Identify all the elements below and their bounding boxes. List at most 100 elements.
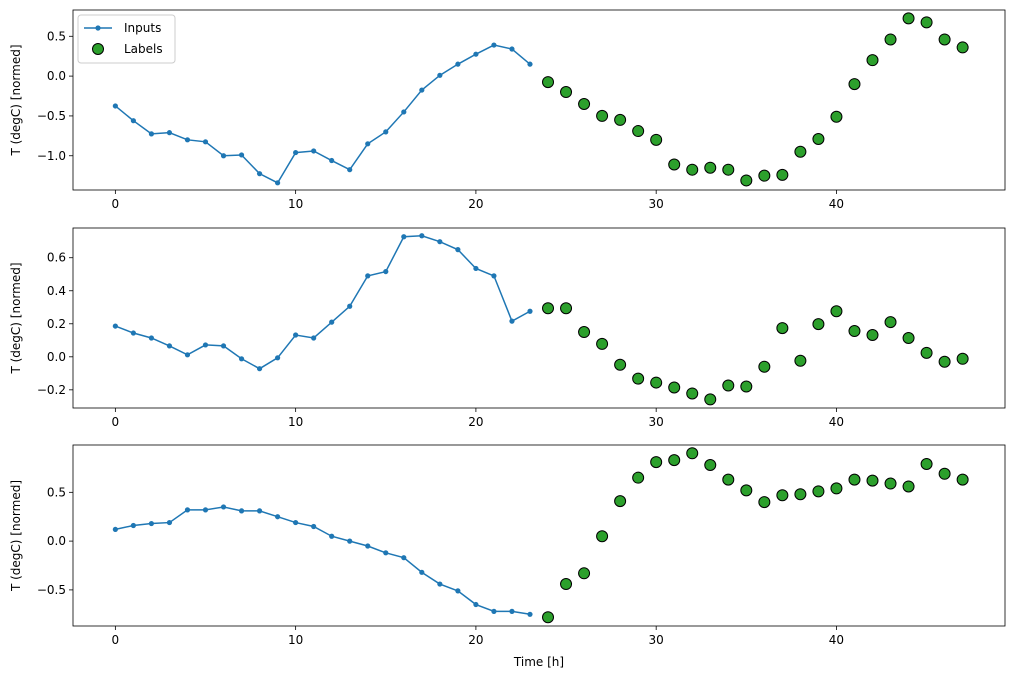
labels-point	[650, 376, 663, 389]
inputs-point	[166, 130, 173, 136]
inputs-point	[329, 319, 335, 325]
labels-point	[614, 113, 627, 126]
labels-point	[884, 316, 897, 329]
inputs-point	[293, 332, 299, 338]
x-tick-label: 40	[829, 415, 844, 429]
legend: Inputs Labels	[77, 14, 176, 64]
labels-point	[830, 482, 843, 495]
inputs-point	[220, 504, 227, 510]
labels-point	[722, 473, 735, 486]
labels-point	[596, 109, 609, 122]
labels-point	[704, 393, 717, 406]
inputs-point	[347, 167, 353, 173]
x-tick-label: 0	[112, 415, 120, 429]
inputs-point	[112, 323, 118, 329]
labels-point	[776, 322, 789, 335]
x-tick-label: 30	[649, 415, 664, 429]
labels-point	[560, 578, 573, 591]
labels-point	[740, 380, 753, 393]
inputs-point	[491, 608, 497, 614]
legend-inputs-label: Inputs	[124, 21, 161, 35]
labels-point	[686, 387, 699, 400]
inputs-point	[184, 352, 191, 358]
inputs-point	[238, 152, 245, 158]
labels-point	[866, 54, 879, 67]
labels-point	[830, 110, 843, 123]
y-tick-label: 0.0	[47, 350, 66, 364]
labels-point	[794, 145, 807, 158]
x-axis-label: Time [h]	[513, 655, 564, 669]
x-tick-label: 0	[112, 197, 120, 211]
labels-point	[830, 305, 843, 318]
inputs-point	[401, 555, 407, 561]
inputs-point	[509, 46, 515, 52]
labels-point	[776, 168, 789, 181]
inputs-point	[455, 247, 461, 253]
labels-point	[704, 459, 717, 472]
labels-point	[794, 354, 807, 367]
inputs-point	[491, 42, 497, 48]
labels-point	[632, 471, 645, 484]
labels-point	[596, 337, 609, 350]
subplot-1: 0 10 20 30 40 −1.0 −0.5 0.0 0.5 T (degC) [normed]…	[9, 9, 1006, 211]
inputs-point	[401, 234, 407, 240]
labels-point	[578, 326, 591, 339]
y-tick-label: 0.0	[47, 69, 66, 83]
inputs-point	[256, 366, 263, 372]
inputs-point	[437, 72, 443, 78]
y-tick-label: 0.0	[47, 534, 66, 548]
inputs-point	[311, 523, 317, 530]
inputs-point	[293, 519, 299, 526]
labels-point	[812, 133, 825, 146]
inputs-point	[473, 265, 479, 272]
x-tick-label: 10	[288, 415, 303, 429]
labels-point	[758, 169, 771, 182]
inputs-point	[220, 153, 227, 159]
inputs-point	[365, 273, 371, 279]
x-tick-label: 30	[649, 197, 664, 211]
labels-point	[650, 133, 663, 146]
y-tick-label: 0.6	[47, 251, 66, 265]
inputs-point	[473, 601, 479, 608]
y-axis-label: T (degC) [normed]	[9, 44, 23, 156]
labels-point	[632, 125, 645, 138]
y-tick-label: 0.4	[47, 284, 66, 298]
labels-point	[920, 346, 933, 359]
inputs-point	[148, 335, 155, 341]
inputs-point	[329, 157, 335, 164]
inputs-point	[383, 550, 389, 556]
inputs-point	[184, 507, 191, 513]
labels-point	[542, 611, 555, 624]
y-tick-label: −1.0	[37, 149, 66, 163]
inputs-point	[112, 103, 118, 109]
inputs-point	[491, 273, 497, 279]
labels-point	[812, 485, 825, 498]
inputs-point	[184, 137, 191, 143]
inputs-point	[509, 318, 515, 324]
legend-labels-marker	[92, 43, 104, 55]
inputs-point	[256, 508, 263, 514]
labels-point	[578, 567, 591, 580]
labels-point	[614, 495, 627, 508]
axes-frame	[72, 444, 1006, 627]
inputs-point	[383, 129, 389, 135]
inputs-point	[365, 141, 371, 147]
inputs-point	[311, 148, 317, 154]
inputs-line	[115, 506, 531, 616]
y-tick-label: −0.5	[37, 583, 66, 597]
legend-labels-label: Labels	[124, 42, 163, 56]
labels-point	[596, 530, 609, 543]
inputs-point	[202, 139, 209, 145]
x-tick-label: 30	[649, 633, 664, 647]
inputs-point	[275, 514, 281, 520]
labels-point	[848, 78, 861, 91]
labels-point	[884, 477, 897, 490]
y-tick-label: 0.5	[47, 485, 66, 499]
inputs-point	[437, 239, 443, 245]
labels-point	[686, 163, 699, 176]
y-tick-label: −0.2	[37, 383, 66, 397]
subplot-2: 0 10 20 30 40 −0.2 0.0 0.2 0.4 0.6 T (degC) [norme…	[9, 227, 1006, 429]
labels-point	[758, 360, 771, 373]
inputs-point	[383, 268, 389, 275]
labels-point	[956, 352, 969, 365]
